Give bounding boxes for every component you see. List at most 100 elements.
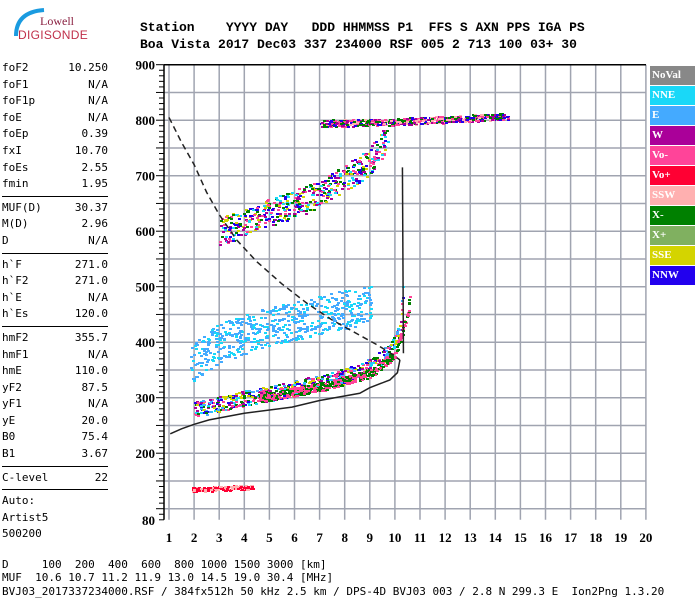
echo-point [341, 188, 344, 190]
echo-point [302, 387, 305, 389]
echo-point [230, 486, 233, 488]
echo-point [318, 333, 321, 335]
echo-point [250, 488, 253, 490]
echo-point [348, 380, 351, 382]
echo-point [246, 231, 249, 233]
echo-point [222, 221, 225, 223]
echo-point [232, 346, 235, 348]
echo-point [368, 121, 371, 123]
echo-point [347, 368, 350, 370]
autoscale-info: 500200 [2, 527, 42, 541]
echo-point [308, 190, 311, 192]
echo-point [310, 386, 313, 388]
echo-point [219, 396, 222, 398]
echo-point [220, 409, 223, 411]
echo-point [262, 210, 265, 212]
echo-point [337, 302, 340, 304]
param-label: yF2 [2, 380, 22, 394]
echo-point [293, 209, 296, 211]
echo-point [239, 404, 242, 406]
echo-point [239, 487, 242, 489]
echo-point [464, 121, 467, 123]
y-tick-label: 600 [136, 224, 156, 239]
echo-point [365, 362, 368, 364]
echo-point [311, 328, 314, 330]
echo-point [381, 134, 384, 136]
echo-point [306, 206, 309, 208]
echo-point [370, 286, 373, 288]
echo-point [348, 306, 351, 308]
echo-point [395, 342, 398, 344]
echo-point [466, 117, 469, 119]
echo-point [273, 202, 276, 204]
echo-point [344, 370, 347, 372]
echo-point [276, 199, 279, 201]
echo-point [334, 314, 337, 316]
echo-point [367, 153, 370, 155]
echo-point [345, 328, 348, 330]
echo-point [209, 399, 212, 401]
echo-point [282, 326, 285, 328]
echo-point [204, 353, 207, 355]
echo-point [338, 194, 341, 196]
echo-point [492, 117, 495, 119]
echo-point [391, 341, 394, 343]
divider [2, 252, 108, 254]
echo-point [235, 399, 238, 401]
echo-point [317, 183, 320, 185]
param-label: hmE [2, 364, 22, 378]
echo-point [237, 230, 240, 232]
echo-point [474, 115, 477, 117]
legend-item-voplus: Vo+ [650, 166, 695, 185]
echo-point [358, 180, 361, 182]
echo-point [245, 390, 248, 392]
echo-point [296, 387, 299, 389]
echo-point [266, 326, 269, 328]
echo-point [329, 313, 332, 315]
echo-point [248, 316, 251, 318]
echo-point [284, 198, 287, 200]
echo-point [351, 160, 354, 162]
echo-point [365, 300, 368, 302]
echo-point [344, 376, 347, 378]
echo-point [321, 376, 324, 378]
echo-point [251, 328, 254, 330]
echo-point [317, 320, 320, 322]
echo-point [384, 149, 387, 151]
x-tick-label: 13 [464, 530, 478, 545]
echo-point [268, 392, 271, 394]
echo-point [275, 310, 278, 312]
echo-point [398, 329, 401, 331]
echo-point [260, 219, 263, 221]
echo-point [441, 116, 444, 118]
echo-point [496, 118, 499, 120]
x-tick-label: 5 [266, 530, 273, 545]
echo-point [278, 384, 281, 386]
echo-point [298, 208, 301, 210]
echo-point [305, 304, 308, 306]
echo-point [327, 313, 330, 315]
echo-point [353, 303, 356, 305]
echo-point [240, 334, 243, 336]
echo-point [381, 154, 384, 156]
echo-point [284, 397, 287, 399]
echo-point [293, 394, 296, 396]
echo-point [393, 337, 396, 339]
param-row: MUF(D) 30.37 [2, 200, 108, 217]
echo-point [420, 120, 423, 122]
echo-point [324, 306, 327, 308]
echo-point [253, 338, 256, 340]
echo-point [256, 207, 259, 209]
echo-point [272, 320, 275, 322]
echo-point [331, 372, 334, 374]
param-value: 10.250 [68, 61, 108, 74]
echo-point [313, 204, 316, 206]
echo-point [279, 388, 282, 390]
echo-point [296, 381, 299, 383]
echo-point [334, 180, 337, 182]
echo-point [408, 299, 411, 301]
echo-point [359, 304, 362, 306]
echo-point [454, 116, 457, 118]
echo-point [424, 117, 427, 119]
echo-point [219, 333, 222, 335]
